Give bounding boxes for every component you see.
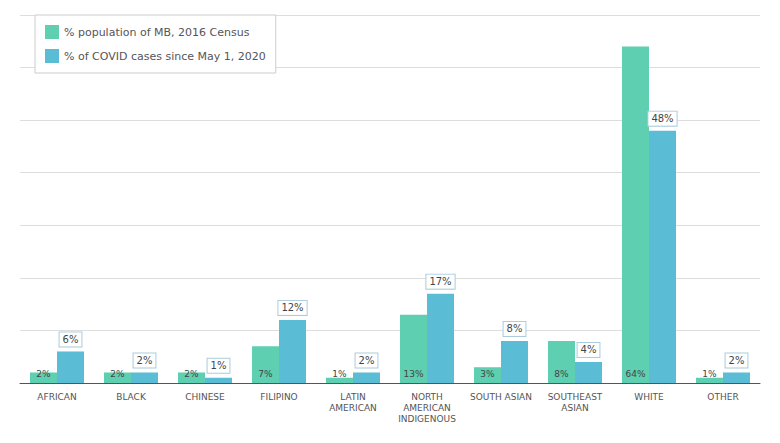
svg-text:INDIGENOUS: INDIGENOUS	[398, 414, 456, 424]
svg-text:6%: 6%	[63, 334, 79, 345]
svg-text:8%: 8%	[554, 369, 569, 379]
svg-text:8%: 8%	[507, 323, 523, 334]
svg-text:1%: 1%	[702, 369, 717, 379]
svg-text:2%: 2%	[184, 369, 199, 379]
svg-text:SOUTH ASIAN: SOUTH ASIAN	[470, 392, 532, 402]
svg-text:CHINESE: CHINESE	[185, 392, 225, 402]
svg-text:ASIAN: ASIAN	[561, 403, 588, 413]
svg-text:4%: 4%	[581, 344, 597, 355]
svg-text:NORTH: NORTH	[411, 392, 443, 402]
svg-text:1%: 1%	[211, 360, 227, 371]
svg-text:2%: 2%	[359, 355, 375, 366]
svg-text:LATIN: LATIN	[340, 392, 366, 402]
svg-text:12%: 12%	[281, 302, 303, 313]
svg-text:SOUTHEAST: SOUTHEAST	[548, 392, 603, 402]
svg-text:2%: 2%	[110, 369, 125, 379]
svg-text:48%: 48%	[651, 113, 673, 124]
svg-text:2%: 2%	[729, 355, 745, 366]
svg-text:BLACK: BLACK	[116, 392, 147, 402]
svg-text:13%: 13%	[403, 369, 423, 379]
svg-text:64%: 64%	[625, 369, 645, 379]
svg-text:17%: 17%	[429, 276, 451, 287]
svg-text:FILIPINO: FILIPINO	[260, 392, 297, 402]
svg-text:AMERICAN: AMERICAN	[403, 403, 451, 413]
svg-text:7%: 7%	[258, 369, 273, 379]
svg-text:2%: 2%	[36, 369, 51, 379]
svg-text:1%: 1%	[332, 369, 347, 379]
svg-text:2%: 2%	[137, 355, 153, 366]
svg-text:% of COVID cases since May 1,: % of COVID cases since May 1, 2020	[64, 50, 266, 63]
svg-text:AMERICAN: AMERICAN	[329, 403, 377, 413]
svg-text:OTHER: OTHER	[707, 392, 738, 402]
svg-text:3%: 3%	[480, 369, 495, 379]
svg-text:WHITE: WHITE	[634, 392, 664, 402]
svg-text:AFRICAN: AFRICAN	[37, 392, 76, 402]
svg-text:% population of MB, 2016 Censu: % population of MB, 2016 Census	[64, 26, 250, 39]
